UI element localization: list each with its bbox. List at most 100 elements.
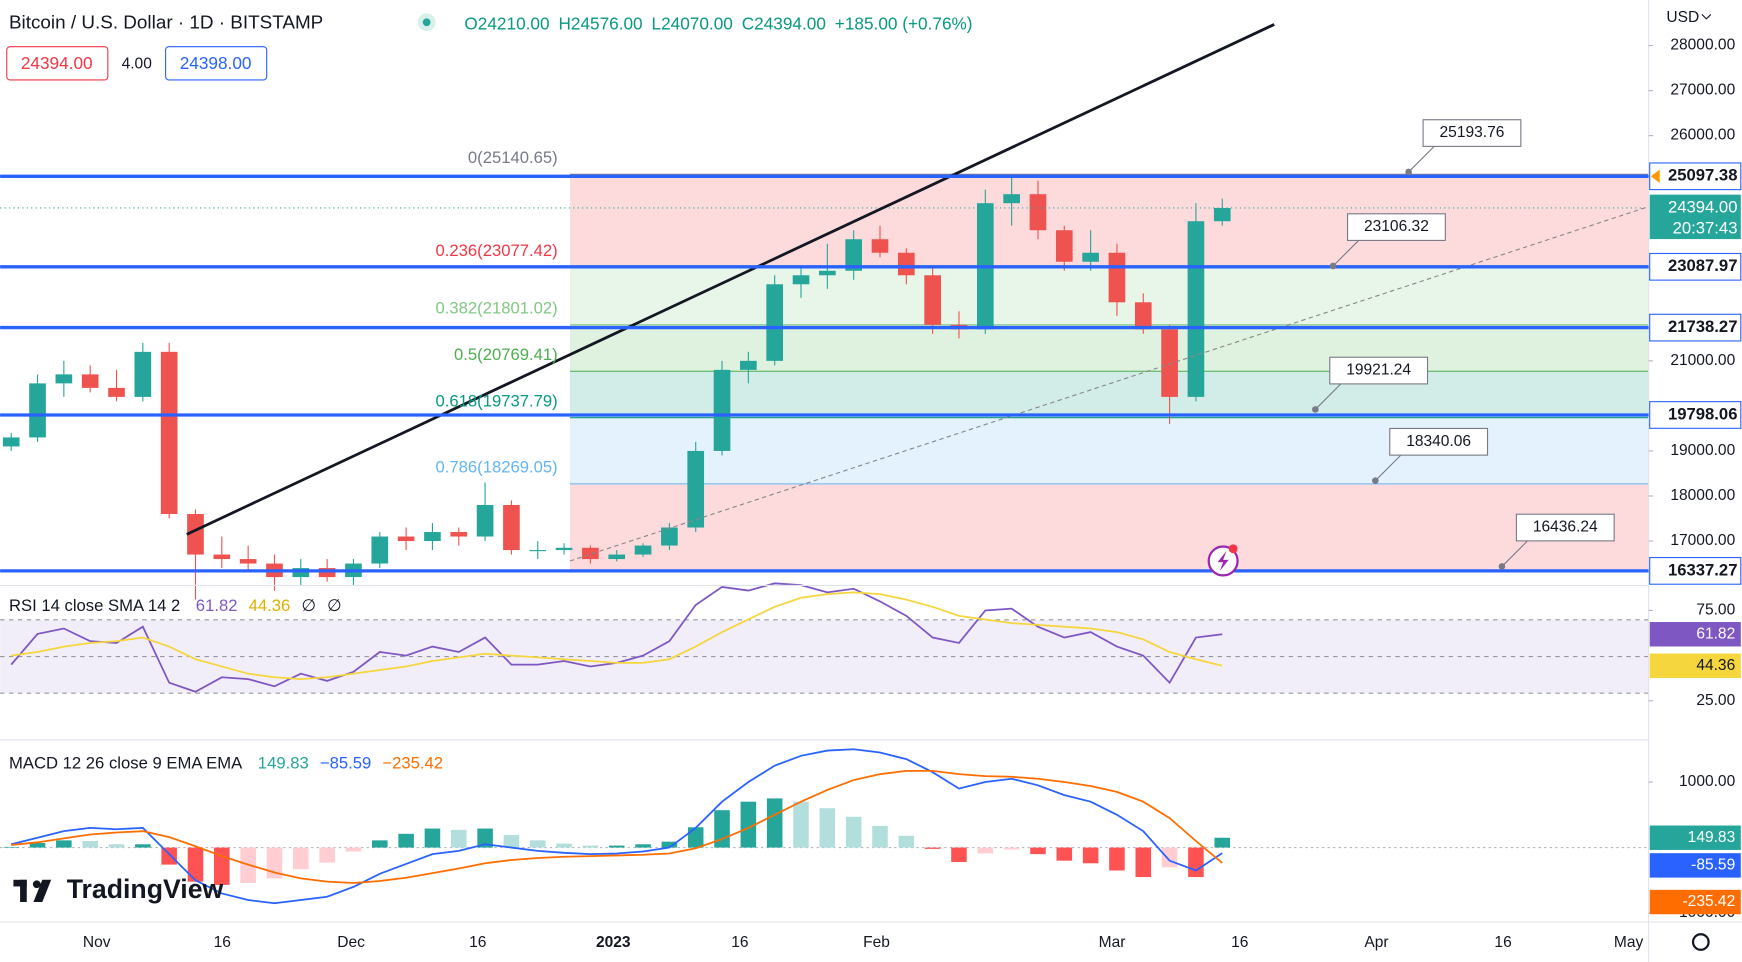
symbol-title[interactable]: Bitcoin / U.S. Dollar · 1D · BITSTAMP (9, 12, 323, 33)
macd-histogram-bar (319, 847, 335, 863)
macd-histogram-bar (766, 798, 783, 848)
macd-histogram-bar (56, 840, 72, 848)
candle-body (1082, 252, 1099, 262)
macd-histogram-bar (872, 825, 888, 848)
macd-histogram-bar (1161, 847, 1178, 868)
fib-label: 0(25140.65) (468, 148, 558, 167)
candle-body (55, 374, 73, 384)
candle-body (318, 568, 336, 578)
fib-label: 0.382(21801.02) (435, 299, 557, 318)
macd-histogram-bar (82, 841, 98, 848)
macd-histogram-bar (951, 847, 967, 862)
price-axis-label: 18000.00 (1670, 487, 1735, 504)
price-axis-label: 26000.00 (1670, 127, 1735, 144)
top-layer: Nov 16 Dec 16 2023 16 Feb Mar 16 Apr 16 May 28000.00… (0, 37, 1742, 951)
callout-pointer (1374, 454, 1402, 482)
buy-box[interactable] (165, 46, 268, 81)
macd-value-label: 149.83 (1688, 829, 1736, 846)
level-label: 23087.97 (1668, 256, 1737, 275)
rsi-value-label: 61.82 (1696, 625, 1735, 642)
price-axis-label: 17000.00 (1670, 532, 1735, 549)
time-axis-label: 16 (214, 934, 231, 951)
callout-box[interactable] (1329, 356, 1429, 385)
macd-axis-label: 1000.00 (1679, 773, 1736, 790)
candle-body (1003, 194, 1020, 204)
legend-value: ∅ (327, 596, 342, 615)
callout-box[interactable] (1422, 119, 1522, 147)
macd-histogram-bar (977, 847, 994, 854)
legend-value: 149.83 (258, 754, 309, 773)
candle-body (1213, 207, 1231, 222)
macd-histogram-bar (845, 816, 862, 848)
price-axis-label: 19000.00 (1670, 442, 1735, 459)
countdown-label: 20:37:43 (1673, 218, 1738, 237)
fib-band (569, 174, 1649, 268)
time-axis-label: Dec (337, 934, 365, 951)
candle-body (687, 450, 705, 528)
macd-histogram-bar (345, 847, 362, 852)
candle-body (1187, 221, 1205, 397)
axis-value-box (1649, 653, 1741, 679)
rsi-title: RSI 14 close SMA 14 2 (9, 596, 180, 615)
callout-label: 25193.76 (1440, 124, 1505, 141)
callout-label: 23106.32 (1364, 218, 1429, 235)
candle-body (292, 568, 310, 578)
callout-anchor (1312, 406, 1319, 413)
callout-box[interactable] (1389, 427, 1489, 456)
logo-mark (33, 879, 52, 903)
macd-histogram-bar (29, 842, 46, 848)
candle-body (634, 545, 652, 555)
macd-histogram-bar (293, 847, 309, 870)
ohlc-values: O24210.00 H24576.00 L24070.00 C24394.00 +185… (464, 13, 972, 33)
candle-body (1134, 302, 1152, 330)
fib-band (569, 324, 1649, 372)
macd-histogram-bar (714, 810, 730, 848)
axis-value-box (1649, 889, 1741, 915)
time-axis-label: May (1614, 934, 1644, 951)
price-axis-label: 28000.00 (1670, 37, 1735, 54)
time-axis-label: 16 (731, 934, 748, 951)
callout-box[interactable] (1347, 213, 1446, 241)
fib-trend-line[interactable] (569, 206, 1649, 562)
time-axis-label: Nov (83, 934, 111, 951)
level-label-box (1649, 252, 1742, 281)
fib-label: 0.786(18269.05) (435, 458, 557, 477)
ohlc-value: H24576.00 (558, 13, 642, 33)
macd-histogram-bar (1109, 847, 1125, 871)
ohlc-value: O24210.00 (464, 13, 549, 33)
macd-histogram-bar (556, 843, 572, 848)
settings-icon[interactable] (1691, 933, 1710, 951)
candle-body (108, 387, 125, 397)
fib-band (569, 371, 1649, 418)
callout-pointer (1314, 383, 1342, 410)
background-layer (0, 173, 1649, 849)
candle-body (608, 554, 626, 560)
candle-body (924, 275, 941, 325)
candle-body (871, 239, 889, 253)
rsi-value-label: 44.36 (1696, 657, 1735, 674)
callout-box[interactable] (1515, 513, 1615, 542)
alert-dot (1228, 544, 1238, 554)
candle-body (187, 514, 204, 555)
candle-body (897, 252, 915, 276)
sell-price: 24394.00 (21, 53, 93, 73)
sell-box[interactable] (6, 46, 109, 81)
level-label-box (1649, 313, 1742, 342)
macd-histogram-bar (687, 827, 704, 848)
candle-body (845, 239, 863, 271)
macd-histogram-bar (3, 846, 19, 848)
macd-histogram-bar (1082, 847, 1099, 864)
candle-body (213, 554, 231, 560)
macd-histogram-bar (161, 847, 177, 865)
trend-line[interactable] (186, 23, 1275, 536)
macd-histogram-bar (529, 840, 546, 848)
currency-selector[interactable]: USD (1666, 9, 1699, 26)
macd-histogram-bar (187, 847, 204, 882)
callout-anchor (1405, 168, 1412, 176)
last-price-box (1649, 194, 1741, 240)
candle-body (371, 536, 389, 564)
candle-body (766, 284, 784, 361)
macd-histogram-bar (108, 844, 125, 848)
